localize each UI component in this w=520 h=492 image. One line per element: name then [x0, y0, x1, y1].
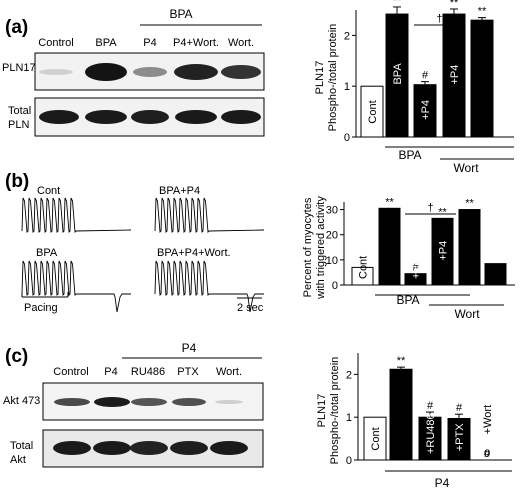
significance-mark: # [427, 400, 434, 412]
trace-label-cont: Cont [37, 185, 60, 197]
bar-label: +P4 [449, 65, 461, 85]
blot-a-row2-label-2: PLN [8, 119, 29, 131]
y-tick-label: 0 [346, 455, 352, 467]
bar [360, 85, 384, 138]
blot-a-lane-5: Wort. [228, 37, 254, 49]
y-tick-label: 20 [326, 230, 338, 242]
trace-bpa-p4 [154, 197, 265, 234]
bar-label: +P4 [438, 241, 450, 261]
bar [351, 266, 374, 286]
bar [431, 217, 454, 286]
bar [458, 209, 481, 286]
y-tick-label: 2 [344, 30, 350, 42]
blot-c-lane-4: PTX [177, 366, 199, 378]
bar [389, 368, 413, 461]
group-label: BPA [396, 293, 419, 307]
y-tick-label: 0 [344, 132, 350, 144]
blot-a-row1 [34, 52, 265, 91]
group-label: Wort [454, 307, 480, 321]
chart-b-triggered-activity: 0 10 20 30 Percent of myocytes with triggered… [302, 196, 515, 321]
blot-a-lane-4: P4+Wort. [173, 37, 219, 49]
y-axis-label-1: PLN17 [316, 394, 328, 428]
blot-c-lane-5: Wort. [216, 366, 242, 378]
blot-c-row2 [42, 429, 264, 468]
y-axis-label-2: with triggered activity [315, 196, 327, 300]
trace-label-bpa: BPA [36, 247, 58, 259]
significance-mark: # [422, 70, 429, 82]
significance-mark: # [456, 402, 463, 414]
bar-label: Cont [370, 427, 382, 450]
significance-mark: ** [397, 355, 406, 367]
blot-c-lane-3: RU486 [131, 366, 165, 378]
trace-label-bpa-p4-wort: BPA+P4+Wort. [157, 247, 231, 259]
y-tick-label: 30 [326, 205, 338, 217]
trace-bpa-p4-wort [154, 260, 264, 313]
zero-value-label: 0 [484, 448, 490, 460]
significance-mark: ** [385, 196, 394, 208]
blot-a-lane-1: Control [38, 37, 73, 49]
significance-mark: # [412, 262, 419, 274]
blot-a-row2 [34, 97, 265, 137]
time-scale-label: 2 sec [237, 302, 264, 314]
bar [378, 207, 401, 286]
comparison-mark: † [427, 202, 433, 214]
significance-mark: ** [393, 0, 402, 7]
blot-a-lane-2: BPA [95, 37, 117, 49]
chart-a-pln17: 0 1 2 PLN17 Phospho-/total protein Cont ** BPA #… [314, 0, 514, 175]
blot-c-group-label: P4 [182, 341, 197, 355]
bar [470, 19, 494, 138]
panel-a-label: (a) [5, 17, 28, 38]
blot-a-group-label: BPA [169, 7, 192, 21]
blot-a-row2-label-1: Total [8, 105, 31, 117]
y-tick-label: 1 [346, 412, 352, 424]
bar-label: BPA [392, 63, 404, 85]
blot-a-row1-label: PLN17 [2, 62, 36, 74]
comparison-mark: † [436, 13, 442, 25]
y-axis-label-2: Phospho-/total protein [327, 24, 339, 132]
trace-cont [21, 197, 132, 234]
y-tick-label: 1 [344, 81, 350, 93]
bar [404, 273, 427, 286]
bar-label: +PTX [454, 423, 466, 451]
bar-label: +P4 [411, 259, 423, 279]
y-tick-label: 2 [346, 369, 352, 381]
bar-label: +Wort [482, 405, 494, 434]
blot-c-row2-label-2: Akt [10, 454, 26, 466]
group-label: P4 [435, 476, 450, 490]
blot-a-lane-3: P4 [143, 37, 156, 49]
bar [484, 263, 507, 286]
blot-c-row2-label-1: Total [10, 440, 33, 452]
bar-label: +RU486 [425, 413, 437, 454]
blot-c-row1 [42, 382, 264, 421]
y-axis-label-1: Percent of myocytes [302, 197, 314, 297]
blot-c-row1-label: Akt 473 [3, 395, 40, 407]
significance-mark: ** [478, 6, 487, 18]
blot-c-lane-2: P4 [104, 366, 117, 378]
panel-c-label: (c) [5, 346, 28, 367]
pacing-label: Pacing [24, 302, 58, 314]
significance-mark: ** [438, 206, 447, 218]
trace-bpa [21, 260, 131, 313]
y-axis-label-1: PLN17 [314, 61, 326, 95]
y-tick-label: 10 [326, 255, 338, 267]
significance-mark: ** [450, 0, 459, 9]
significance-mark: ** [465, 198, 474, 210]
group-label: BPA [398, 148, 421, 162]
blot-c-lane-1: Control [53, 366, 88, 378]
group-label: Wort [453, 161, 479, 175]
y-tick-label: 0 [332, 280, 338, 292]
bar-label: Cont [358, 256, 370, 279]
bar [363, 416, 387, 461]
significance-mark: # [484, 448, 491, 460]
bar-label: Cont [367, 100, 379, 123]
y-axis-label-2: Phospho-/total protein [329, 357, 341, 465]
bar-label: +P4 [420, 100, 432, 120]
trace-label-bpa-p4: BPA+P4 [159, 185, 200, 197]
action-potential-traces [21, 197, 265, 313]
panel-b-label: (b) [5, 171, 29, 192]
